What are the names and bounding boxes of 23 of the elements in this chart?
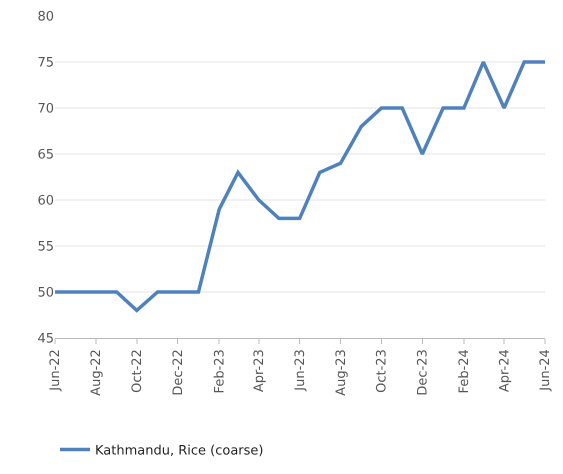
y-tick-label: 65 [37, 148, 54, 163]
line-series [55, 60, 545, 312]
y-tick-label: 75 [37, 56, 54, 71]
x-tick-label: Jun-24 [538, 349, 554, 392]
x-tick-label: Aug-22 [89, 349, 104, 396]
x-tick-label: Dec-22 [170, 349, 186, 396]
legend-label: Kathmandu, Rice (coarse) [95, 444, 264, 459]
y-tick-label: 70 [37, 102, 54, 117]
y-tick-label: 60 [37, 194, 54, 209]
x-tick-label: Oct-23 [374, 349, 390, 393]
y-tick-label: 50 [37, 286, 54, 301]
y-tick-label: 45 [37, 332, 54, 347]
x-tick-label: Jun-23 [292, 349, 308, 392]
y-tick-label: 80 [37, 10, 54, 25]
x-tick-label: Oct-22 [130, 349, 146, 393]
x-tick-label: Apr-24 [497, 349, 512, 392]
y-tick-label: 55 [37, 240, 54, 255]
x-tick-label: Feb-24 [457, 349, 472, 394]
x-tick-label: Apr-23 [252, 349, 268, 392]
x-tick-label: Dec-23 [416, 349, 431, 396]
x-tick-label: Feb-23 [212, 349, 228, 394]
x-tick-label: Jun-22 [48, 349, 64, 392]
x-tick-label: Aug-23 [334, 349, 349, 396]
